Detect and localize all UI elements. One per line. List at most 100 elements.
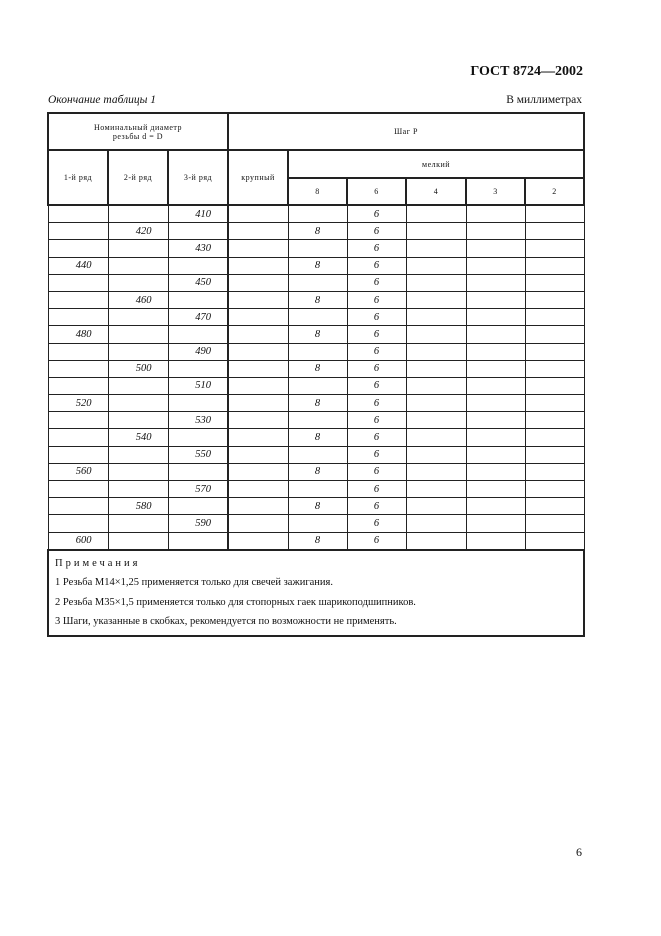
table-cell: 8 (287, 256, 348, 275)
table-cell (227, 411, 289, 430)
table-cell (405, 497, 467, 516)
table-cell (227, 222, 289, 241)
table-cell (405, 359, 467, 378)
table-cell: 6 (346, 531, 407, 551)
table-cell (465, 497, 526, 516)
table-cell: 6 (346, 342, 407, 361)
table-cell (465, 290, 526, 310)
table-cell (107, 239, 169, 258)
table-row: 520 8 6 (47, 394, 585, 413)
table-cell (287, 308, 348, 327)
table-cell (107, 462, 169, 482)
table-cell (227, 445, 289, 464)
table-cell: 6 (346, 256, 407, 275)
table-cell (405, 462, 467, 482)
table-cell (465, 394, 526, 413)
table-cell (405, 428, 467, 447)
table-row: 450 6 (47, 273, 585, 292)
table-cell (465, 462, 526, 482)
thread-table: Номинальный диаметр резьбы d = D Шаг P 1-… (46, 112, 586, 637)
fine-col-header: 6 (346, 177, 407, 206)
table-row: 550 6 (47, 445, 585, 464)
table-cell (405, 325, 467, 344)
table-cell (167, 462, 229, 482)
table-cell: 6 (346, 428, 407, 447)
table-row: 600 8 6 (47, 531, 585, 551)
table-cell: 6 (346, 411, 407, 430)
fine-header: мелкий (286, 149, 586, 179)
table-cell (465, 273, 526, 292)
diameter-header: Номинальный диаметр резьбы d = D (47, 112, 229, 151)
table-cell: 6 (346, 445, 407, 464)
table-cell (287, 376, 348, 396)
table-cell: 6 (346, 290, 407, 310)
table-cell (167, 428, 229, 447)
table-row: 580 8 6 (47, 497, 585, 516)
table-cell (227, 394, 289, 413)
table-cell (47, 514, 109, 533)
table-cell (227, 376, 289, 396)
table-cell (227, 204, 289, 224)
table-cell: 6 (346, 462, 407, 482)
table-cell (47, 222, 109, 241)
note-item: 2 Резьба М35×1,5 применяется только для … (55, 596, 416, 608)
table-cell (227, 239, 289, 258)
fine-col-header: 8 (287, 177, 348, 206)
table-cell (47, 273, 109, 292)
table-cell: 6 (346, 204, 407, 224)
table-cell (405, 222, 467, 241)
table-cell (107, 376, 169, 396)
table-cell: 550 (167, 445, 229, 464)
table-cell (287, 204, 348, 224)
table-cell: 8 (287, 290, 348, 310)
row2-header: 2-й ряд (107, 149, 169, 206)
table-row: 500 8 6 (47, 359, 585, 378)
table-cell: 600 (47, 531, 109, 551)
table-cell (287, 239, 348, 258)
table-cell (524, 239, 585, 258)
table-cell (524, 222, 585, 241)
note-item: 1 Резьба М14×1,25 применяется только для… (55, 577, 333, 589)
table-cell (287, 411, 348, 430)
fine-col-header: 3 (465, 177, 526, 206)
table-cell (47, 239, 109, 258)
table-cell (465, 514, 526, 533)
table-cell: 510 (167, 376, 229, 396)
table-cell: 440 (47, 256, 109, 275)
table-cell (524, 290, 585, 310)
table-cell (107, 411, 169, 430)
table-cell (524, 342, 585, 361)
table-cell (107, 273, 169, 292)
coarse-header: крупный (227, 149, 289, 206)
table-cell: 6 (346, 239, 407, 258)
table-cell (167, 290, 229, 310)
table-cell (524, 204, 585, 224)
table-cell (287, 514, 348, 533)
table-cell (47, 497, 109, 516)
table-row: 590 6 (47, 514, 585, 533)
table-cell (465, 359, 526, 378)
table-cell (287, 445, 348, 464)
table-cell (167, 531, 229, 551)
table-cell: 470 (167, 308, 229, 327)
table-cell (405, 394, 467, 413)
table-cell (524, 325, 585, 344)
table-row: 430 6 (47, 239, 585, 258)
table-caption: Окончание таблицы 1 (48, 94, 156, 106)
table-cell (524, 462, 585, 482)
table-row: 440 8 6 (47, 256, 585, 275)
table-cell: 430 (167, 239, 229, 258)
table-cell (405, 256, 467, 275)
table-cell (107, 479, 169, 499)
table-cell (465, 239, 526, 258)
table-cell (47, 428, 109, 447)
table-cell (227, 428, 289, 447)
table-cell (465, 204, 526, 224)
table-cell: 8 (287, 222, 348, 241)
table-cell (524, 308, 585, 327)
table-cell: 500 (107, 359, 169, 378)
table-cell (227, 479, 289, 499)
table-cell: 8 (287, 428, 348, 447)
table-cell: 560 (47, 462, 109, 482)
